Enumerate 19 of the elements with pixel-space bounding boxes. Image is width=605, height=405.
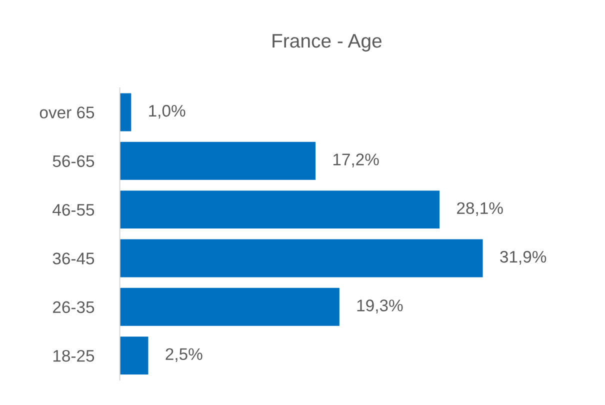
data-label: 28,1% — [457, 202, 503, 216]
data-label: 2,5% — [166, 348, 202, 362]
bar — [120, 142, 316, 180]
data-label: 19,3% — [357, 300, 403, 314]
bar — [120, 190, 440, 229]
y-tick-label: 36-45 — [52, 252, 94, 264]
y-tick-label: 18-25 — [53, 350, 94, 362]
y-tick-label: 56-65 — [52, 155, 94, 168]
data-label: 31,9% — [500, 250, 546, 265]
chart-title: France - Age — [272, 34, 382, 52]
data-label: 1,0% — [149, 104, 186, 119]
y-tick-label: 26-35 — [53, 301, 94, 314]
bar — [120, 239, 483, 278]
bar — [120, 93, 132, 132]
data-label: 17,2% — [333, 154, 379, 168]
bar — [120, 336, 148, 375]
y-tick-label: 46-55 — [52, 204, 94, 216]
bar — [120, 288, 340, 326]
y-tick-label: over 65 — [40, 106, 94, 118]
